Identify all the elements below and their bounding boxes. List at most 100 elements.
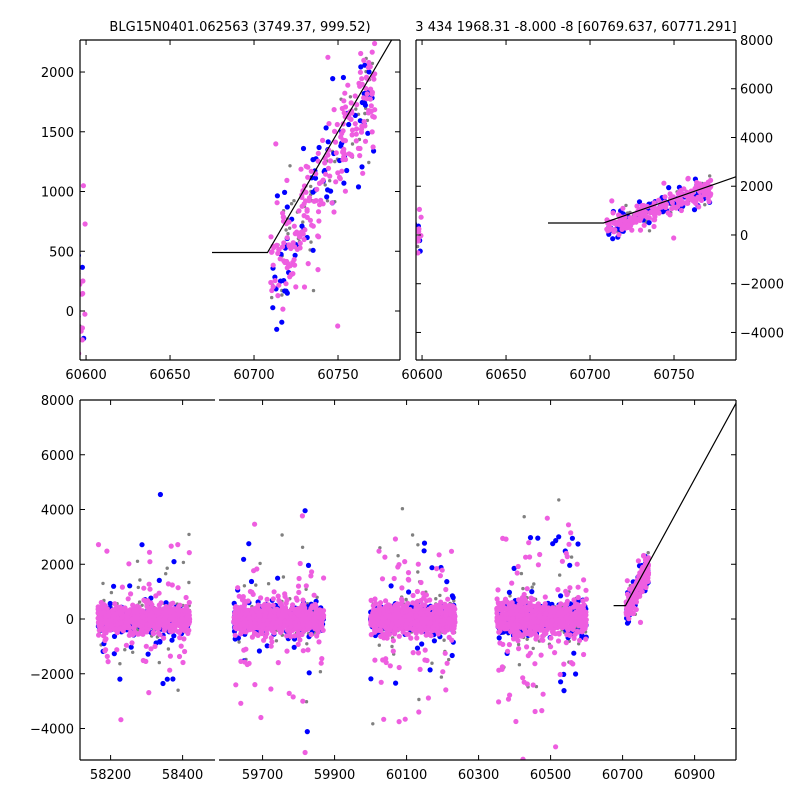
data-point-magenta — [439, 627, 445, 633]
data-point-magenta — [126, 561, 132, 567]
data-point-blue — [358, 64, 364, 70]
data-point-gray — [430, 661, 434, 665]
data-point-blue — [421, 548, 427, 554]
data-point-magenta — [378, 679, 384, 685]
data-point-magenta — [290, 259, 296, 266]
data-point-magenta — [238, 700, 244, 706]
data-point-magenta — [96, 632, 102, 638]
data-point-magenta — [299, 513, 305, 519]
data-point-magenta — [379, 576, 386, 582]
data-point-gray — [396, 554, 400, 558]
data-point-magenta — [272, 278, 278, 284]
data-point-blue — [107, 600, 113, 607]
data-point-gray — [408, 239, 411, 242]
data-point-magenta — [418, 579, 424, 586]
data-point-magenta — [258, 714, 264, 721]
data-point-magenta — [370, 622, 376, 628]
data-point-blue — [316, 144, 322, 151]
data-point-magenta — [284, 177, 290, 183]
data-point-gray — [286, 232, 290, 236]
data-point-magenta — [565, 522, 572, 528]
data-point-magenta — [327, 158, 334, 164]
data-point-blue — [163, 600, 169, 606]
data-point-magenta — [130, 602, 136, 608]
data-point-gray — [123, 648, 127, 652]
data-point-magenta — [80, 337, 85, 343]
data-point-magenta — [131, 621, 137, 627]
data-point-magenta — [320, 137, 326, 143]
data-point-magenta — [434, 566, 440, 572]
data-point-magenta — [82, 221, 88, 227]
data-point-magenta — [308, 168, 314, 174]
data-point-blue — [527, 535, 534, 541]
y-tick-label: −2000 — [740, 278, 784, 293]
data-point-magenta — [299, 203, 305, 209]
data-point-magenta — [296, 208, 302, 214]
data-point-magenta — [383, 631, 389, 637]
data-point-magenta — [252, 624, 259, 631]
data-point-magenta — [405, 600, 411, 607]
data-point-gray — [137, 600, 142, 604]
data-point-blue — [74, 316, 79, 321]
x-tick-label: 60600 — [401, 368, 442, 383]
data-point-magenta — [411, 625, 417, 631]
data-point-magenta — [372, 107, 378, 113]
data-point-magenta — [617, 218, 623, 224]
data-point-magenta — [270, 596, 276, 602]
data-point-magenta — [269, 626, 275, 632]
data-point-magenta — [161, 635, 167, 641]
y-tick-label: 8000 — [740, 34, 773, 49]
data-point-magenta — [367, 96, 373, 102]
data-point-magenta — [286, 690, 292, 697]
data-point-magenta — [101, 604, 107, 610]
data-point-magenta — [113, 611, 119, 617]
data-point-gray — [118, 662, 122, 666]
data-point-magenta — [300, 231, 306, 237]
data-point-blue — [284, 204, 290, 210]
data-point-magenta — [130, 632, 136, 638]
data-point-magenta — [268, 686, 274, 692]
data-point-magenta — [354, 126, 360, 132]
data-point-magenta — [384, 635, 390, 641]
data-point-magenta — [270, 602, 276, 608]
data-point-magenta — [257, 623, 263, 629]
data-point-magenta — [685, 176, 691, 182]
data-point-gray — [138, 578, 142, 582]
data-point-blue — [282, 288, 288, 294]
data-point-magenta — [172, 617, 179, 623]
data-point-magenta — [401, 604, 407, 610]
data-point-magenta — [443, 611, 449, 617]
data-point-blue — [429, 565, 435, 571]
data-point-magenta — [651, 200, 657, 206]
data-point-magenta — [252, 682, 258, 688]
data-point-magenta — [620, 223, 626, 229]
data-point-magenta — [361, 119, 367, 125]
data-point-magenta — [295, 583, 302, 589]
data-point-magenta — [303, 189, 309, 195]
x-tick-label: 60650 — [485, 368, 526, 383]
data-point-magenta — [170, 600, 176, 606]
data-point-magenta — [353, 131, 359, 137]
data-point-magenta — [357, 153, 363, 159]
data-point-blue — [157, 491, 163, 498]
data-point-blue — [264, 643, 270, 649]
data-point-magenta — [238, 658, 244, 665]
data-point-blue — [292, 252, 298, 258]
data-point-magenta — [232, 632, 238, 638]
data-point-magenta — [266, 606, 272, 612]
data-point-gray — [508, 594, 512, 598]
data-point-magenta — [392, 631, 398, 637]
data-point-magenta — [268, 643, 274, 649]
data-point-magenta — [172, 625, 178, 631]
data-point-blue — [171, 559, 177, 565]
data-point-blue — [346, 121, 352, 128]
data-point-magenta — [320, 627, 326, 633]
data-point-magenta — [165, 581, 171, 587]
data-point-magenta — [425, 627, 431, 633]
data-point-magenta — [279, 603, 285, 609]
data-point-magenta — [138, 628, 144, 635]
y-tick-label: 1500 — [41, 126, 74, 141]
data-point-gray — [135, 559, 140, 563]
data-point-magenta — [249, 589, 255, 595]
